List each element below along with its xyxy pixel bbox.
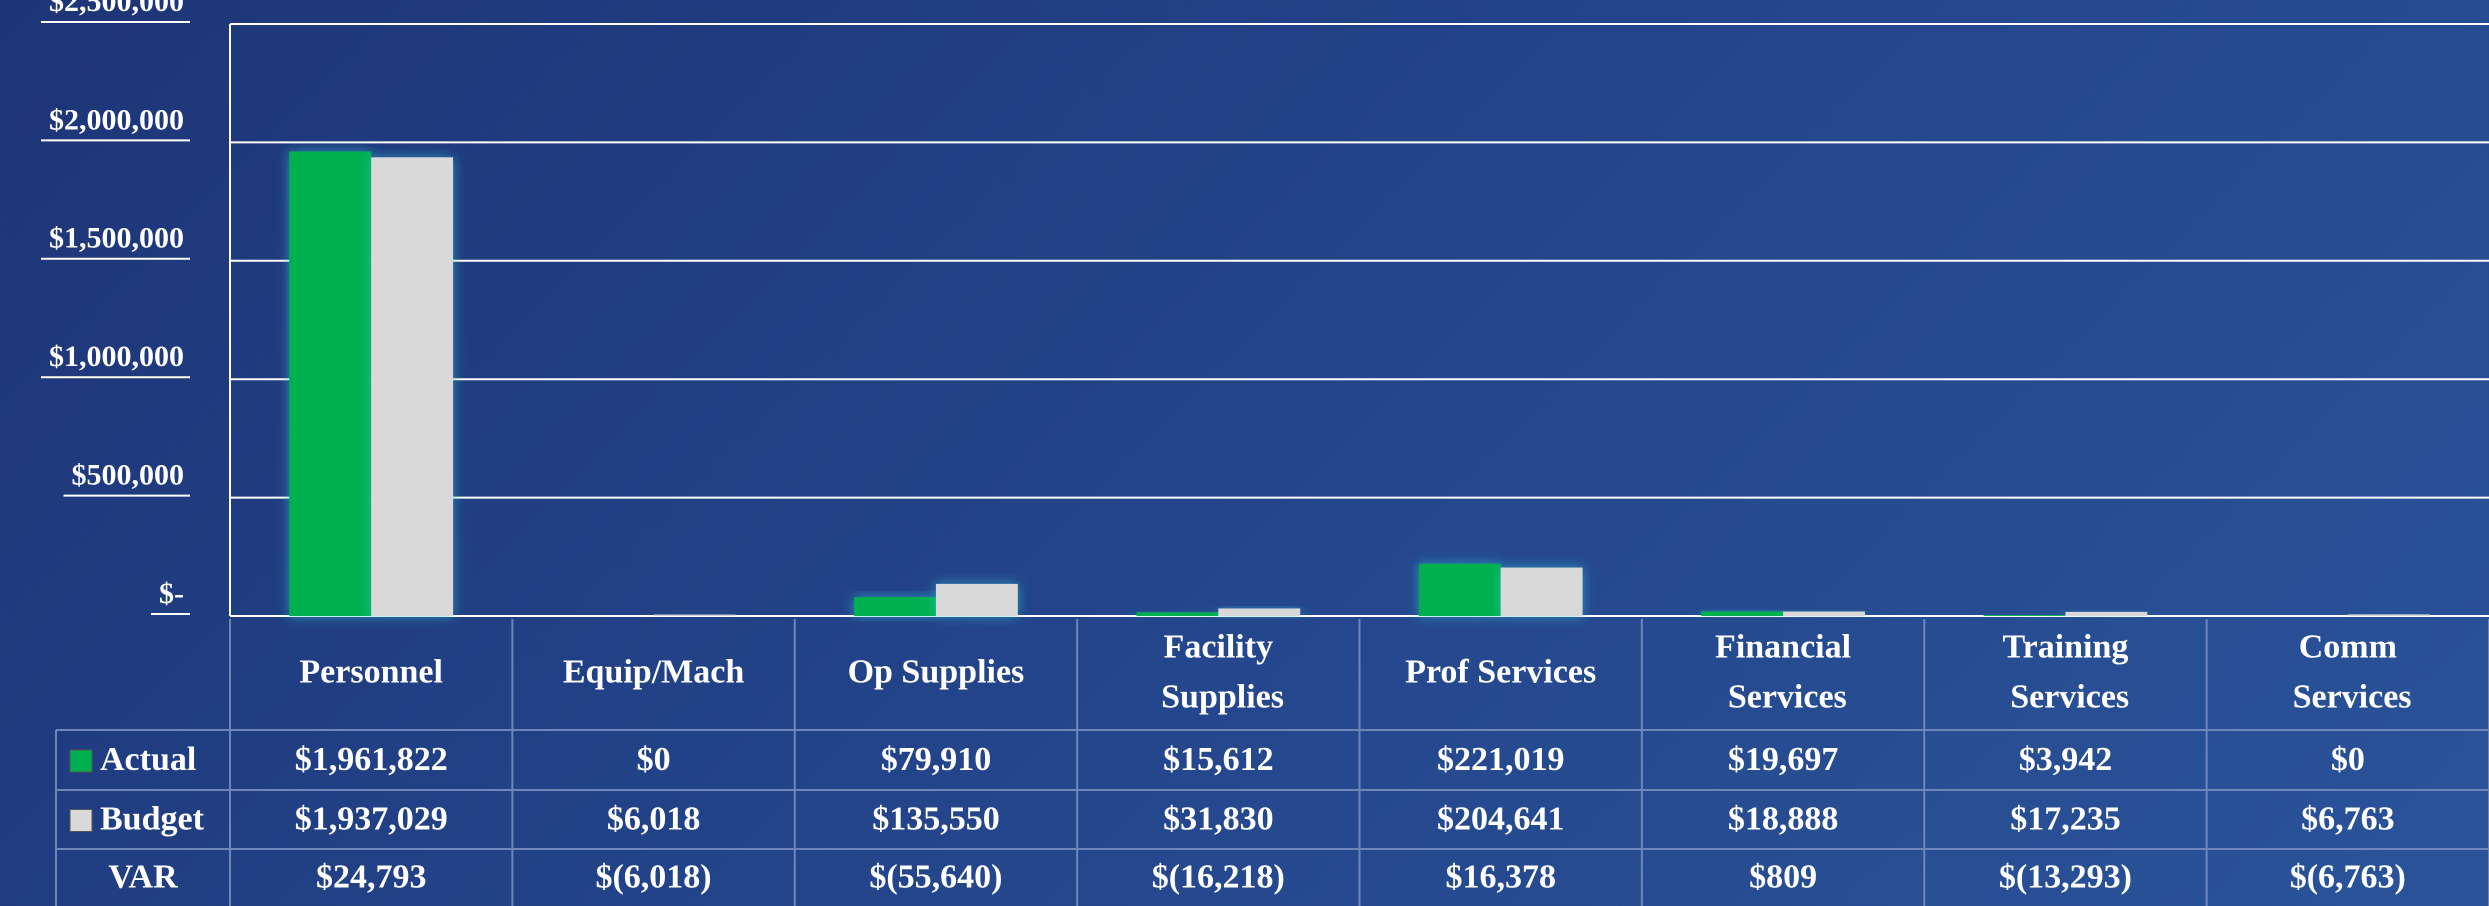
table-cell: $31,830 — [1163, 800, 1274, 837]
legend-label: Actual — [100, 741, 196, 778]
table-cell: $6,763 — [2301, 800, 2395, 837]
table-cell: $1,961,822 — [295, 741, 448, 778]
x-tick-label: Training Services — [2002, 628, 2129, 715]
table-cell: $24,793 — [316, 858, 427, 895]
x-tick-label: Facility Supplies — [1153, 628, 1284, 715]
table-cell: $79,910 — [881, 741, 992, 778]
table-cell: $15,612 — [1163, 741, 1274, 778]
y-tick-label: $- — [159, 577, 184, 610]
table-cell: $16,378 — [1445, 858, 1556, 895]
table-cell: $(6,763) — [2290, 858, 2406, 895]
bar — [854, 597, 936, 616]
table-cell: $17,235 — [2010, 800, 2121, 837]
y-tick-label: $2,500,000 — [49, 0, 184, 18]
table-cell: $6,018 — [607, 800, 701, 837]
y-tick-label: $1,500,000 — [49, 222, 184, 255]
table-cell: $(16,218) — [1152, 858, 1285, 895]
table-cell: $19,697 — [1728, 741, 1839, 778]
x-tick-label: Personnel — [299, 653, 443, 690]
x-tick-label: Comm Services — [2284, 628, 2411, 715]
table-cell: $0 — [2331, 741, 2365, 778]
bar — [935, 583, 1018, 616]
bar — [653, 614, 736, 616]
y-tick-label: $1,000,000 — [49, 340, 184, 373]
bar — [1983, 615, 2066, 616]
x-tick-label: Prof Services — [1405, 653, 1596, 690]
legend-swatch — [69, 809, 93, 832]
bar — [371, 157, 454, 617]
bar — [1136, 612, 1219, 616]
bar — [1783, 611, 1865, 616]
table-cell: $(6,018) — [595, 858, 711, 895]
y-tick-label: $500,000 — [72, 458, 185, 491]
table-cell: $18,888 — [1728, 800, 1839, 837]
bar — [1500, 567, 1583, 616]
table-cell: $(55,640) — [869, 858, 1002, 895]
bar — [289, 151, 372, 616]
x-tick-label: Financial Services — [1715, 628, 1851, 715]
bar — [1701, 611, 1784, 616]
table-cell: $809 — [1749, 858, 1817, 895]
bar — [2347, 614, 2430, 616]
row-label: VAR — [108, 858, 178, 895]
bar — [1218, 608, 1301, 616]
x-tick-label: Equip/Mach — [563, 653, 744, 690]
bar — [1418, 563, 1501, 616]
legend-label: Budget — [100, 800, 205, 837]
x-tick-label: Op Supplies — [848, 653, 1025, 690]
table-cell: $204,641 — [1437, 800, 1565, 837]
y-tick-label: $2,000,000 — [49, 103, 184, 136]
bar — [2065, 611, 2148, 616]
table-cell: $1,937,029 — [295, 800, 448, 837]
table-cell: $(13,293) — [1999, 858, 2132, 895]
table-cell: $3,942 — [2019, 741, 2113, 778]
table-cell: $0 — [637, 741, 671, 778]
table-cell: $135,550 — [872, 800, 1000, 837]
legend-swatch — [69, 749, 93, 773]
table-cell: $221,019 — [1437, 741, 1565, 778]
